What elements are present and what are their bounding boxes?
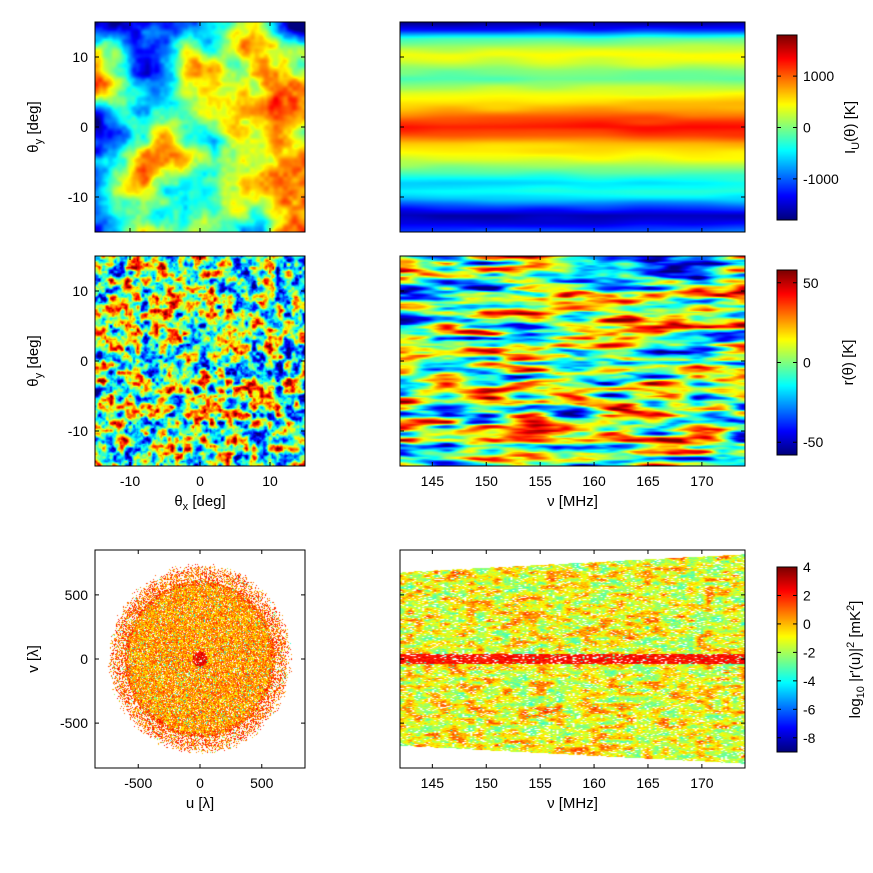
colorbar-3-gradient-image: [777, 567, 797, 752]
bottom-right-axes: 145 150 155 160 165 170: [399, 549, 746, 791]
middle-left-axes: -10 0 10 -10 0 10: [68, 255, 306, 489]
x-tick-label: 160: [582, 473, 606, 489]
x-axis-label: ν [MHz]: [547, 493, 598, 510]
x-tick-label: -500: [124, 775, 152, 791]
y-tick-label: 500: [65, 587, 89, 603]
colorbar-tick-label: -2: [803, 644, 816, 660]
bottom-left-uv-image: [95, 550, 305, 768]
top-right-axes: [399, 21, 746, 233]
colorbar-label: log10 |r'(u)|2 [mK2]: [845, 601, 867, 719]
y-tick-label: -10: [68, 423, 88, 439]
colorbar-2: -50 0 50: [776, 269, 823, 456]
x-tick-label: 165: [636, 775, 660, 791]
colorbar-tick-label: -6: [803, 701, 816, 717]
colorbar-1-gradient-image: [777, 35, 797, 220]
x-tick-label: 155: [528, 473, 552, 489]
bottom-left-axes: -500 0 500 -500 0 500: [60, 549, 306, 791]
x-axis-label: u [λ]: [186, 795, 214, 812]
colorbar-tick-label: 0: [803, 355, 811, 371]
x-tick-label: 500: [250, 775, 274, 791]
y-tick-label: -10: [68, 189, 88, 205]
middle-left-map-image: [95, 256, 305, 466]
y-tick-label: 0: [80, 353, 88, 369]
colorbar-tick-label: -50: [803, 434, 823, 450]
y-axis-label: θy [deg]: [25, 101, 45, 152]
colorbar-2-gradient-image: [777, 270, 797, 455]
x-tick-label: 160: [582, 775, 606, 791]
x-tick-label: 10: [262, 473, 278, 489]
axes-layer: -10 0 10 θy [deg] -10 0 10 -10 0 10 θx [deg] θy [de…: [25, 21, 867, 812]
colorbar-tick-label: -1000: [803, 171, 839, 187]
x-axis-label: ν [MHz]: [547, 795, 598, 812]
x-tick-label: 155: [528, 775, 552, 791]
colorbar-tick-label: 0: [803, 616, 811, 632]
x-tick-label: 150: [475, 775, 499, 791]
colorbar-label: IU(θ) [K]: [842, 101, 862, 154]
y-axis-label: v [λ]: [25, 645, 42, 673]
x-axis-label: θx [deg]: [174, 493, 225, 513]
colorbar-tick-label: 0: [803, 120, 811, 136]
middle-right-map-image: [400, 256, 745, 466]
y-tick-label: 0: [80, 119, 88, 135]
x-tick-label: 150: [475, 473, 499, 489]
x-tick-label: -10: [120, 473, 140, 489]
x-tick-label: 170: [690, 775, 714, 791]
y-tick-label: 10: [72, 283, 88, 299]
colorbar-tick-label: 4: [803, 559, 811, 575]
colorbar-tick-label: 1000: [803, 68, 834, 84]
x-tick-label: 0: [196, 473, 204, 489]
bottom-right-map-image: [400, 550, 745, 768]
y-tick-label: 10: [72, 49, 88, 65]
x-tick-label: 165: [636, 473, 660, 489]
x-tick-label: 145: [421, 473, 445, 489]
colorbar-label: r(θ) [K]: [840, 340, 857, 386]
top-left-map-image: [95, 22, 305, 232]
colorbar-frame: [776, 566, 798, 753]
y-tick-label: 0: [80, 651, 88, 667]
x-tick-label: 170: [690, 473, 714, 489]
colorbar-3: -8 -6 -4 -2 0 2 4: [776, 559, 816, 753]
top-left-axes: -10 0 10: [68, 21, 306, 233]
y-tick-label: -500: [60, 715, 88, 731]
middle-right-axes: 145 150 155 160 165 170: [399, 255, 746, 489]
colorbar-tick-label: -4: [803, 673, 816, 689]
x-tick-label: 145: [421, 775, 445, 791]
colorbar-tick-label: 2: [803, 587, 811, 603]
top-right-map-image: [400, 22, 745, 232]
x-tick-label: 0: [196, 775, 204, 791]
heatmap-layer: [95, 22, 797, 768]
colorbar-1: -1000 0 1000: [776, 34, 839, 221]
colorbar-tick-label: -8: [803, 730, 816, 746]
y-axis-label: θy [deg]: [25, 335, 45, 386]
colorbar-tick-label: 50: [803, 275, 819, 291]
